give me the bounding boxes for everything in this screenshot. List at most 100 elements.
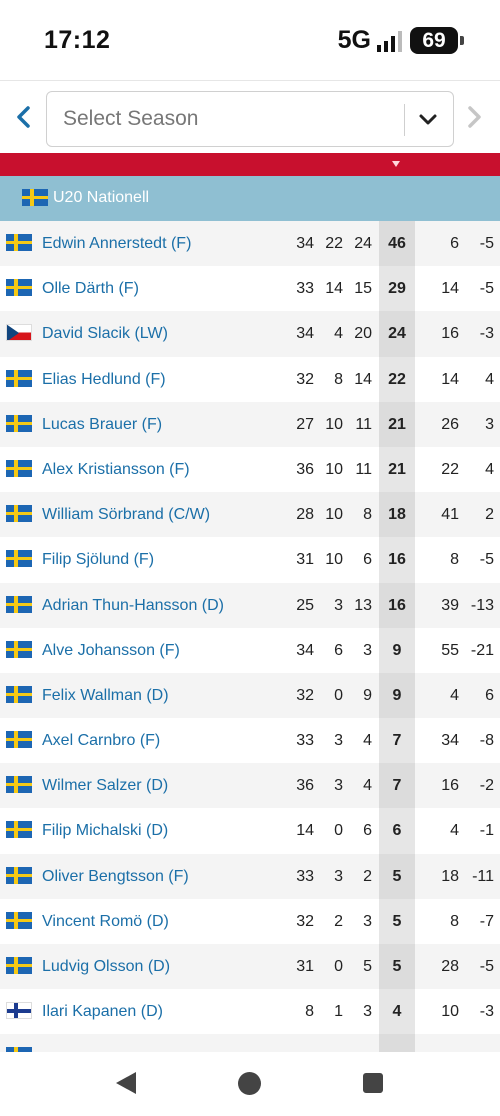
player-name-link[interactable]: Ilari Kapanen (D) [42, 1003, 163, 1021]
back-icon[interactable] [116, 1072, 136, 1094]
player-name-link[interactable]: Filip Michalski (D) [42, 822, 169, 840]
goals-cell: 10 [325, 415, 343, 433]
goals-cell: 22 [325, 235, 343, 252]
player-stats-list: Edwin Annerstedt (F) 34 22 24 46 6 -5 Olle Därt… [0, 221, 500, 1052]
assists-cell: 4 [363, 732, 372, 750]
player-name-link[interactable]: Olle Därth (F) [42, 280, 139, 298]
assists-cell: 11 [355, 460, 372, 478]
sweden-flag-icon [6, 505, 32, 523]
next-season-button[interactable] [462, 103, 486, 131]
status-time: 17:12 [44, 26, 111, 54]
plus-minus-cell: -5 [479, 551, 494, 569]
assists-cell: 20 [354, 325, 372, 343]
plus-minus-cell: -11 [472, 867, 494, 885]
sweden-flag-icon [6, 234, 32, 251]
player-row[interactable]: Axel Carnbro (F) 33 3 4 7 34 -8 [0, 718, 500, 763]
player-row[interactable]: Alve Johansson (F) 34 6 3 9 55 -21 [0, 628, 500, 673]
goals-cell: 1 [334, 1003, 343, 1021]
player-name-link[interactable]: Axel Carnbro (F) [42, 732, 161, 750]
home-icon[interactable] [238, 1072, 261, 1095]
sweden-flag-icon [6, 731, 32, 749]
status-bar: 17:12 5G 69 [0, 0, 500, 80]
sweden-flag-icon [6, 957, 32, 974]
player-name-link[interactable]: Vincent Romö (D) [42, 912, 169, 930]
sweden-flag-icon [6, 866, 32, 884]
games-played-cell: 32 [296, 686, 314, 704]
player-name-link[interactable]: David Slacik (LW) [42, 325, 168, 343]
total-points-cell: 6 [392, 822, 402, 840]
player-row[interactable]: William Sörbrand (C/W) 28 10 8 18 41 2 [0, 492, 500, 538]
recent-apps-icon[interactable] [363, 1073, 383, 1093]
player-name-link[interactable]: Oliver Bengtsson (F) [42, 867, 189, 885]
assists-cell: 2 [363, 867, 372, 885]
penalty-minutes-cell: 14 [441, 280, 459, 298]
player-row[interactable] [0, 1034, 500, 1052]
games-played-cell: 34 [296, 235, 314, 252]
player-name-link[interactable]: Alve Johansson (F) [42, 641, 180, 659]
assists-cell: 24 [354, 235, 372, 252]
player-name-link[interactable]: Alex Kristiansson (F) [42, 460, 190, 478]
penalty-minutes-cell: 10 [441, 1003, 459, 1021]
player-name-link[interactable]: Ludvig Olsson (D) [42, 958, 171, 975]
player-row[interactable]: Filip Michalski (D) 14 0 6 6 4 -1 [0, 808, 500, 853]
penalty-minutes-cell: 18 [441, 867, 459, 885]
games-played-cell: 32 [296, 370, 314, 388]
player-name-link[interactable]: Filip Sjölund (F) [42, 551, 155, 569]
sweden-flag-icon [6, 821, 32, 839]
assists-cell: 14 [354, 370, 372, 388]
plus-minus-cell: -8 [479, 732, 494, 750]
player-name-link[interactable]: Elias Hedlund (F) [42, 370, 166, 388]
penalty-minutes-cell: 16 [441, 325, 459, 343]
player-name-link[interactable]: Felix Wallman (D) [42, 686, 169, 704]
total-points-cell: 9 [392, 641, 402, 659]
penalty-minutes-cell: 8 [450, 912, 459, 930]
player-name-link[interactable]: Wilmer Salzer (D) [42, 777, 169, 795]
player-row[interactable]: Felix Wallman (D) 32 0 9 9 4 6 [0, 672, 500, 719]
player-name-link[interactable]: William Sörbrand (C/W) [42, 506, 211, 524]
previous-season-button[interactable] [12, 103, 36, 131]
sweden-flag-icon [6, 279, 32, 297]
total-points-cell: 22 [388, 370, 406, 388]
goals-cell: 14 [325, 280, 343, 298]
player-row[interactable]: Vincent Romö (D) 32 2 3 5 8 -7 [0, 899, 500, 944]
player-row[interactable]: David Slacik (LW) 34 4 20 24 16 -3 [0, 311, 500, 357]
plus-minus-cell: -7 [479, 912, 494, 930]
goals-cell: 3 [334, 777, 343, 795]
chevron-left-icon [17, 106, 30, 128]
player-row[interactable]: Adrian Thun-Hansson (D) 25 3 13 16 39 -13 [0, 582, 500, 628]
player-row[interactable]: Filip Sjölund (F) 31 10 6 16 8 -5 [0, 537, 500, 582]
plus-minus-cell: 3 [485, 415, 494, 433]
player-name-link[interactable]: Adrian Thun-Hansson (D) [42, 596, 225, 614]
season-select-placeholder: Select Season [63, 107, 199, 130]
goals-cell: 3 [334, 732, 343, 750]
goals-cell: 6 [334, 641, 343, 659]
chevron-down-icon [419, 114, 437, 125]
player-row[interactable]: Edwin Annerstedt (F) 34 22 24 46 6 -5 [0, 221, 500, 267]
assists-cell: 3 [363, 1003, 372, 1021]
player-row[interactable]: Oliver Bengtsson (F) 33 3 2 5 18 -11 [0, 853, 500, 899]
sweden-flag-icon [6, 414, 32, 432]
assists-cell: 4 [363, 777, 372, 795]
player-row[interactable]: Ilari Kapanen (D) 8 1 3 4 10 -3 [0, 989, 500, 1034]
plus-minus-cell: -5 [479, 235, 494, 252]
total-points-cell: 21 [388, 460, 406, 478]
battery-level: 69 [422, 28, 446, 52]
player-name-link[interactable]: Edwin Annerstedt (F) [42, 235, 192, 252]
total-points-cell: 5 [392, 912, 402, 930]
goals-cell: 2 [334, 912, 343, 930]
player-row[interactable]: Wilmer Salzer (D) 36 3 4 7 16 -2 [0, 763, 500, 809]
divider [0, 80, 500, 81]
player-row[interactable]: Elias Hedlund (F) 32 8 14 22 14 4 [0, 357, 500, 402]
player-name-link[interactable]: Lucas Brauer (F) [42, 415, 163, 433]
penalty-minutes-cell: 16 [441, 777, 459, 795]
total-points-cell: 21 [388, 415, 406, 433]
player-row[interactable]: Lucas Brauer (F) 27 10 11 21 26 3 [0, 401, 500, 447]
total-points-cell: 7 [392, 732, 402, 750]
stats-table-header [0, 153, 500, 176]
season-select[interactable]: Select Season [46, 91, 454, 147]
player-row[interactable]: Ludvig Olsson (D) 31 0 5 5 28 -5 [0, 944, 500, 990]
player-row[interactable]: Alex Kristiansson (F) 36 10 11 21 22 4 [0, 447, 500, 492]
player-row[interactable]: Olle Därth (F) 33 14 15 29 14 -5 [0, 266, 500, 311]
games-played-cell: 33 [296, 732, 314, 750]
assists-cell: 8 [363, 506, 372, 524]
